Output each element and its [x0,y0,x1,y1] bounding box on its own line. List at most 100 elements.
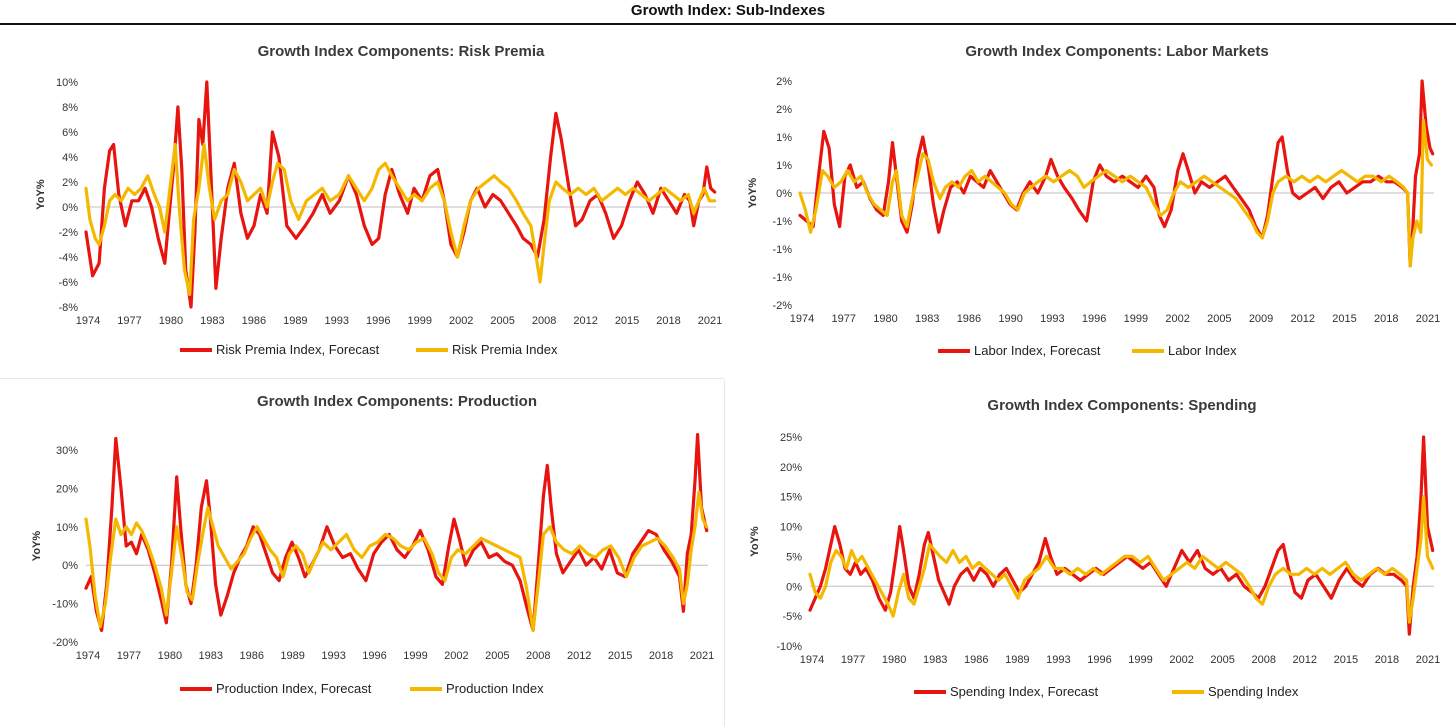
x-tick-label: 2012 [1293,654,1317,666]
x-tick-label: 1996 [1082,313,1106,325]
actual-series-line [84,490,709,633]
x-tick-label: 1986 [957,313,981,325]
y-axis-label: YoY% [747,178,759,209]
x-tick-label: 2008 [1251,654,1275,666]
chart-svg: Growth Index Components: Labor Markets Yo… [747,43,1440,358]
x-tick-label: 1983 [199,650,223,662]
legend-label: Risk Premia Index, Forecast [216,342,380,357]
chart-svg: Growth Index Components: Production YoY% -… [31,393,714,696]
x-tick-label: 2018 [656,315,680,327]
x-tick-label: 1977 [117,315,141,327]
x-tick-label: 2018 [1374,313,1398,325]
x-tick-label: 1993 [1040,313,1064,325]
chart-svg: Growth Index Components: Spending YoY% -10… [749,397,1440,699]
x-tick-label: 2002 [444,650,468,662]
x-tick-label: 2002 [449,315,473,327]
y-tick-label: 20% [780,462,802,474]
production-chart: Growth Index Components: Production YoY% -… [0,380,724,726]
y-tick-label: 1% [776,132,792,144]
forecast-series-line [808,435,1435,636]
x-tick-label: 1983 [200,315,224,327]
legend-label: Production Index, Forecast [216,681,372,696]
y-tick-label: -10% [776,641,802,653]
x-tick-label: 1999 [1128,654,1152,666]
x-tick-label: 2005 [490,315,514,327]
chart-title: Growth Index Components: Risk Premia [258,43,545,60]
x-tick-label: 2012 [1291,313,1315,325]
x-tick-label: 2005 [1210,654,1234,666]
legend-label: Spending Index [1208,684,1299,699]
forecast-series-line [84,80,717,309]
y-tick-label: -5% [782,611,802,623]
x-tick-label: 1996 [362,650,386,662]
y-tick-label: 0% [62,560,78,572]
title-divider [0,23,1456,25]
spending-chart: Growth Index Components: Spending YoY% -10… [728,380,1456,726]
chart-svg: Growth Index Components: Risk Premia YoY%… [35,43,722,357]
actual-series-line [808,495,1435,624]
x-tick-label: 1983 [915,313,939,325]
y-tick-label: -1% [772,216,792,228]
x-tick-label: 1990 [998,313,1022,325]
legend-label: Spending Index, Forecast [950,684,1099,699]
x-tick-label: 1980 [159,315,183,327]
y-tick-label: -20% [52,637,78,649]
risk-premia-chart: Growth Index Components: Risk Premia YoY%… [0,28,728,378]
chart-title: Growth Index Components: Production [257,393,537,410]
x-tick-label: 1993 [325,315,349,327]
legend-label: Production Index [446,681,544,696]
x-tick-label: 2015 [615,315,639,327]
y-tick-label: 5% [786,551,802,563]
x-tick-label: 1986 [964,654,988,666]
x-tick-label: 2021 [698,315,722,327]
actual-series-line [798,118,1433,268]
x-tick-label: 2005 [485,650,509,662]
x-tick-label: 1996 [366,315,390,327]
x-tick-label: 1980 [158,650,182,662]
page-title: Growth Index: Sub-Indexes [630,2,826,19]
y-tick-label: -1% [772,244,792,256]
x-tick-label: 2018 [1375,654,1399,666]
y-tick-label: 10% [56,522,78,534]
x-tick-label: 1993 [321,650,345,662]
y-tick-label: 2% [62,177,78,189]
x-tick-label: 1974 [800,654,824,666]
x-tick-label: 1999 [407,315,431,327]
y-tick-label: 20% [56,483,78,495]
panel-divider-horizontal [0,378,724,379]
x-tick-label: 1980 [873,313,897,325]
x-tick-label: 2018 [649,650,673,662]
y-axis-label: YoY% [31,531,43,562]
x-tick-label: 2005 [1207,313,1231,325]
x-tick-label: 2012 [573,315,597,327]
y-tick-label: 10% [780,522,802,534]
y-tick-label: 25% [780,432,802,444]
x-tick-label: 1974 [790,313,814,325]
x-tick-label: 1999 [403,650,427,662]
y-axis-label: YoY% [749,526,761,557]
y-tick-label: 2% [776,104,792,116]
y-tick-label: 15% [780,492,802,504]
y-tick-label: -10% [52,599,78,611]
y-tick-label: -6% [58,277,78,289]
x-tick-label: 1989 [1005,654,1029,666]
x-tick-label: 2008 [532,315,556,327]
x-tick-label: 2021 [690,650,714,662]
legend-label: Risk Premia Index [452,342,558,357]
y-tick-label: 30% [56,445,78,457]
legend-label: Labor Index [1168,343,1237,358]
x-tick-label: 2015 [608,650,632,662]
x-tick-label: 2002 [1165,313,1189,325]
labor-markets-chart: Growth Index Components: Labor Markets Yo… [728,28,1456,378]
x-tick-label: 1983 [923,654,947,666]
y-tick-label: 0% [62,202,78,214]
y-tick-label: 0% [786,581,802,593]
x-tick-label: 2021 [1416,654,1440,666]
x-tick-label: 2021 [1416,313,1440,325]
x-tick-label: 2015 [1334,654,1358,666]
y-tick-label: -4% [58,252,78,264]
actual-series-line [84,142,717,297]
chart-title: Growth Index Components: Spending [987,397,1256,414]
x-tick-label: 1989 [283,315,307,327]
x-tick-label: 1977 [831,313,855,325]
